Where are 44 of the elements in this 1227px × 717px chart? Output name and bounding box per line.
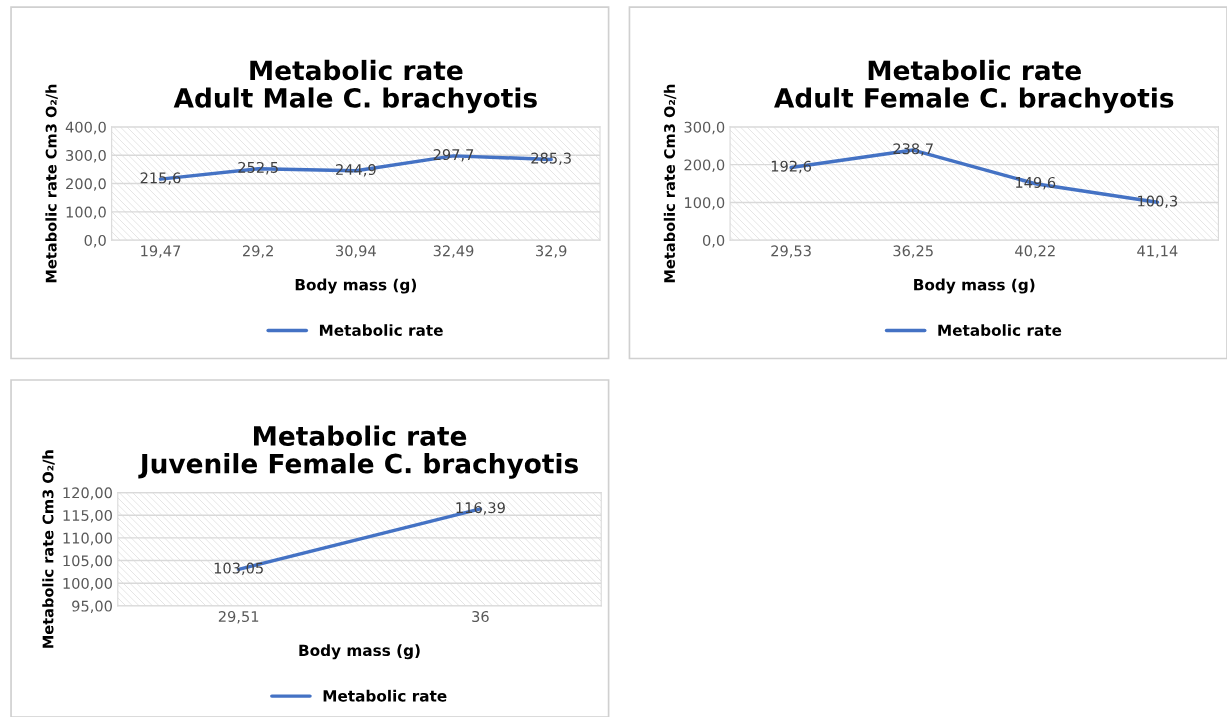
chart-title: Metabolic rate Juvenile Female C. brachyotis	[138, 425, 578, 479]
legend-label: Metabolic rate	[938, 324, 1062, 337]
legend-label: Metabolic rate	[319, 324, 443, 337]
chart-title: Metabolic rate Adult Female C. brachyotis	[774, 59, 1174, 114]
y-axis-title: Metabolic rate Cm3 O₂/h	[42, 450, 55, 648]
y-tick-label: 100,0	[685, 197, 725, 210]
data-label: 215,6	[140, 172, 181, 185]
chart-title: Metabolic rate Adult Male C. brachyotis	[173, 59, 537, 114]
y-tick-label: 400,0	[65, 121, 106, 135]
y-tick-label: 0,0	[702, 234, 725, 248]
y-tick-label: 300,0	[66, 149, 106, 163]
y-tick-label: 110,00	[63, 532, 112, 546]
data-label: 100,3	[1138, 195, 1178, 209]
x-tick-label: 29,2	[242, 245, 273, 258]
y-tick-label: 120,00	[63, 487, 112, 500]
legend-label: Metabolic rate	[323, 689, 447, 702]
data-label: 192,6	[771, 160, 812, 174]
x-axis-title: Body mass (g)	[914, 278, 1035, 294]
y-tick-label: 95,00	[72, 600, 112, 614]
data-label: 285,3	[531, 152, 571, 166]
y-tick-label: 200,0	[684, 159, 725, 172]
x-tick-label: 32,9	[536, 245, 567, 258]
y-tick-label: 300,0	[684, 121, 725, 135]
y-tick-label: 115,00	[63, 509, 112, 523]
y-tick-label: 100,00	[63, 577, 112, 591]
data-label: 116,39	[456, 502, 505, 515]
data-label: 103,05	[214, 562, 263, 576]
y-tick-label: 0,0	[84, 234, 106, 248]
y-tick-label: 105,00	[63, 555, 112, 568]
y-axis-title: Metabolic rate Cm3 O₂/h	[663, 84, 677, 283]
x-tick-label: 29,53	[771, 245, 811, 258]
x-tick-label: 30,94	[336, 245, 376, 258]
x-axis-title: Body mass (g)	[295, 278, 417, 294]
x-tick-label: 36,25	[893, 245, 933, 258]
x-tick-label: 41,14	[1137, 245, 1178, 258]
y-tick-label: 100,0	[66, 206, 106, 220]
x-tick-label: 36	[472, 610, 489, 623]
x-tick-label: 29,51	[218, 610, 259, 624]
x-tick-label: 40,22	[1015, 245, 1055, 258]
y-tick-label: 200,0	[66, 178, 106, 191]
x-tick-label: 19,47	[141, 245, 181, 258]
x-axis-title: Body mass (g)	[299, 644, 420, 660]
x-tick-label: 32,49	[433, 245, 474, 258]
y-axis-title: Metabolic rate Cm3 O₂/h	[45, 84, 58, 283]
